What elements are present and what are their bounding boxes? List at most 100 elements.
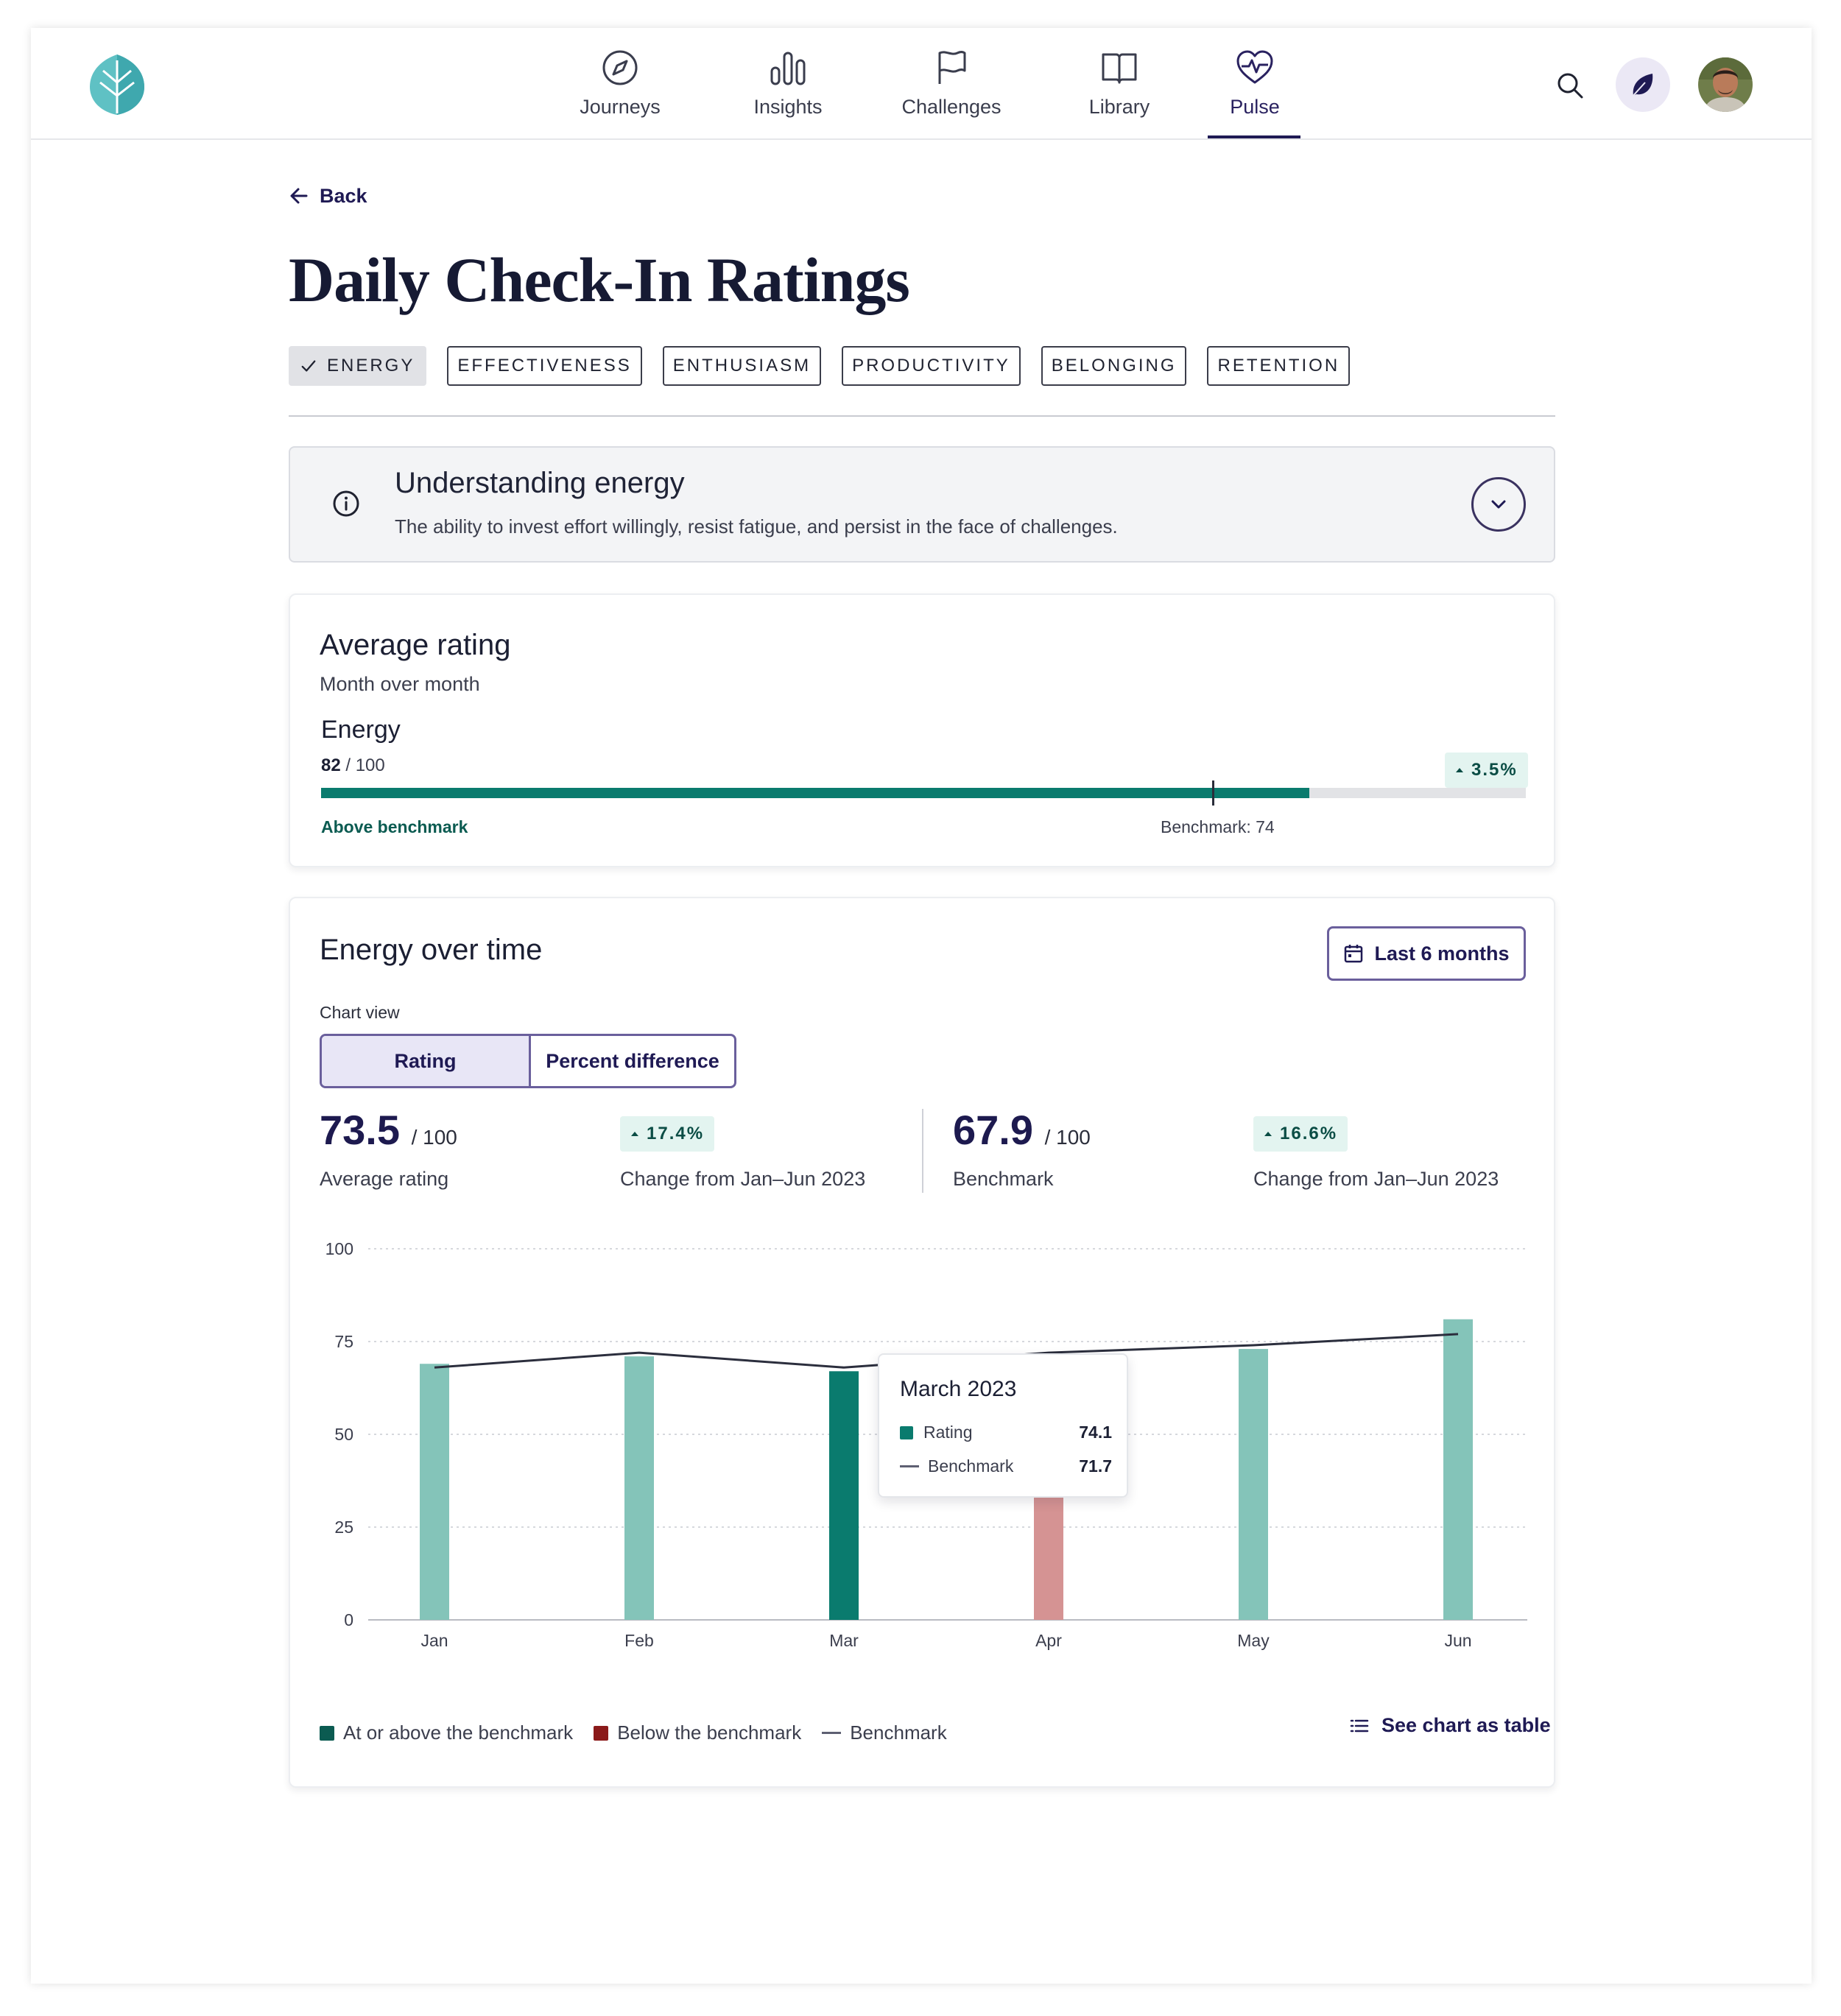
expand-button[interactable] bbox=[1471, 477, 1526, 532]
legend-label: Benchmark bbox=[850, 1721, 947, 1744]
compass-icon bbox=[602, 50, 638, 85]
stats-divider bbox=[922, 1109, 923, 1193]
legend-benchmark: Benchmark bbox=[822, 1721, 947, 1744]
tooltip-rating-row: Rating 74.1 bbox=[900, 1423, 1112, 1442]
tab-belonging[interactable]: BELONGING bbox=[1041, 346, 1187, 386]
stat-value: 73.5 / 100 bbox=[320, 1106, 457, 1154]
avg-max: / 100 bbox=[411, 1126, 457, 1149]
back-link[interactable]: Back bbox=[289, 181, 367, 211]
nav-insights[interactable]: Insights bbox=[707, 47, 869, 138]
x-tick-label: Jun bbox=[1444, 1631, 1471, 1650]
bar-chart-icon bbox=[770, 52, 806, 85]
benchmark-line-swatch bbox=[900, 1465, 919, 1467]
tooltip-rating-value: 74.1 bbox=[1079, 1423, 1112, 1442]
card-title: Energy over time bbox=[320, 934, 543, 966]
score-value: 82 bbox=[321, 755, 341, 775]
chart-view-label: Chart view bbox=[320, 1003, 400, 1022]
tab-effectiveness[interactable]: EFFECTIVENESS bbox=[447, 346, 642, 386]
y-tick-label: 25 bbox=[334, 1518, 353, 1537]
metric-score: 82 / 100 bbox=[321, 755, 385, 776]
nav-library[interactable]: Library bbox=[1038, 47, 1200, 138]
nav-challenges[interactable]: Challenges bbox=[870, 47, 1032, 138]
see-chart-as-table-link[interactable]: See chart as table bbox=[1349, 1714, 1551, 1737]
nav-label: Insights bbox=[753, 96, 823, 118]
nav-journeys[interactable]: Journeys bbox=[539, 47, 701, 138]
score-bar-fill bbox=[321, 788, 1309, 798]
bar-jan bbox=[420, 1364, 449, 1620]
avatar[interactable] bbox=[1698, 57, 1753, 112]
view-rating-button[interactable]: Rating bbox=[322, 1036, 531, 1086]
bar-mar bbox=[829, 1371, 859, 1620]
tooltip-benchmark-value: 71.7 bbox=[1079, 1456, 1112, 1476]
x-tick-label: Jan bbox=[420, 1631, 448, 1650]
leaf-logo-icon[interactable] bbox=[87, 53, 147, 116]
calendar-icon bbox=[1345, 945, 1363, 963]
card-subtitle: Month over month bbox=[320, 673, 480, 695]
rating-swatch bbox=[900, 1425, 913, 1439]
nav-label: Library bbox=[1088, 96, 1150, 118]
avg-change-badge: 17.4% bbox=[620, 1116, 715, 1152]
tab-retention[interactable]: RETENTION bbox=[1207, 346, 1351, 386]
x-tick-label: May bbox=[1237, 1631, 1270, 1650]
score-bar bbox=[321, 788, 1526, 798]
caret-up-icon bbox=[1456, 768, 1463, 772]
below-swatch bbox=[594, 1725, 609, 1741]
view-percent-difference-button[interactable]: Percent difference bbox=[546, 1049, 719, 1072]
tab-label: RETENTION bbox=[1217, 356, 1340, 376]
tab-label: ENERGY bbox=[327, 356, 415, 376]
x-tick-label: Feb bbox=[624, 1631, 654, 1650]
average-rating-card: Average rating Month over month Energy 8… bbox=[289, 593, 1555, 867]
nav-label: Challenges bbox=[901, 96, 1002, 118]
avg-change-label: Change from Jan–Jun 2023 bbox=[620, 1168, 866, 1190]
tooltip-rating-label: Rating bbox=[923, 1423, 973, 1442]
legend-label: Below the benchmark bbox=[617, 1721, 802, 1744]
date-range-label: Last 6 months bbox=[1374, 942, 1510, 965]
bm-max: / 100 bbox=[1044, 1126, 1091, 1149]
back-label: Back bbox=[320, 184, 367, 207]
top-navigation: Journeys Insights Challenges Library bbox=[31, 28, 1812, 140]
bar-jun bbox=[1443, 1319, 1473, 1620]
growth-button[interactable] bbox=[1616, 57, 1670, 112]
section-divider bbox=[289, 415, 1555, 417]
list-icon bbox=[1350, 1719, 1369, 1732]
tab-label: ENTHUSIASM bbox=[672, 356, 812, 376]
date-range-button[interactable]: Last 6 months bbox=[1327, 926, 1526, 981]
active-nav-indicator bbox=[1208, 135, 1300, 138]
bm-value: 67.9 bbox=[953, 1107, 1033, 1153]
avg-label: Average rating bbox=[320, 1168, 449, 1190]
nav-label: Journeys bbox=[580, 96, 661, 118]
tab-energy[interactable]: ENERGY bbox=[289, 346, 427, 386]
search-icon[interactable] bbox=[1555, 71, 1585, 100]
change-value: 16.6% bbox=[1280, 1124, 1338, 1143]
tab-productivity[interactable]: PRODUCTIVITY bbox=[842, 346, 1021, 386]
metric-name: Energy bbox=[321, 716, 401, 744]
metric-tabs: ENERGY EFFECTIVENESS ENTHUSIASM PRODUCTI… bbox=[289, 346, 1351, 386]
tab-enthusiasm[interactable]: ENTHUSIASM bbox=[662, 346, 822, 386]
bm-change-badge: 16.6% bbox=[1253, 1116, 1348, 1152]
card-title: Average rating bbox=[320, 629, 511, 661]
x-tick-label: Apr bbox=[1035, 1631, 1062, 1650]
bm-change-label: Change from Jan–Jun 2023 bbox=[1253, 1168, 1499, 1190]
y-tick-label: 0 bbox=[344, 1610, 353, 1629]
score-max: / 100 bbox=[345, 755, 385, 775]
legend-label: At or above the benchmark bbox=[343, 1721, 574, 1744]
caret-up-icon bbox=[1264, 1132, 1272, 1136]
benchmark-status: Above benchmark bbox=[321, 817, 468, 836]
stat-value: 67.9 / 100 bbox=[953, 1106, 1091, 1154]
tab-label: BELONGING bbox=[1051, 356, 1177, 376]
bar-may bbox=[1239, 1349, 1268, 1620]
change-badge: 3.5% bbox=[1445, 753, 1528, 788]
info-title: Understanding energy bbox=[395, 467, 685, 499]
app-window: Journeys Insights Challenges Library bbox=[31, 28, 1812, 1984]
nav-label: Pulse bbox=[1230, 96, 1280, 118]
y-tick-label: 100 bbox=[325, 1239, 353, 1258]
nav-pulse[interactable]: Pulse bbox=[1174, 47, 1336, 138]
bm-label: Benchmark bbox=[953, 1168, 1054, 1190]
average-stat: 73.5 / 100 bbox=[320, 1106, 457, 1154]
y-tick-label: 75 bbox=[334, 1332, 353, 1351]
change-value: 17.4% bbox=[647, 1124, 705, 1143]
y-tick-label: 50 bbox=[334, 1425, 353, 1444]
tab-label: EFFECTIVENESS bbox=[457, 356, 632, 376]
benchmark-line-swatch bbox=[822, 1732, 842, 1734]
avg-value: 73.5 bbox=[320, 1107, 400, 1153]
